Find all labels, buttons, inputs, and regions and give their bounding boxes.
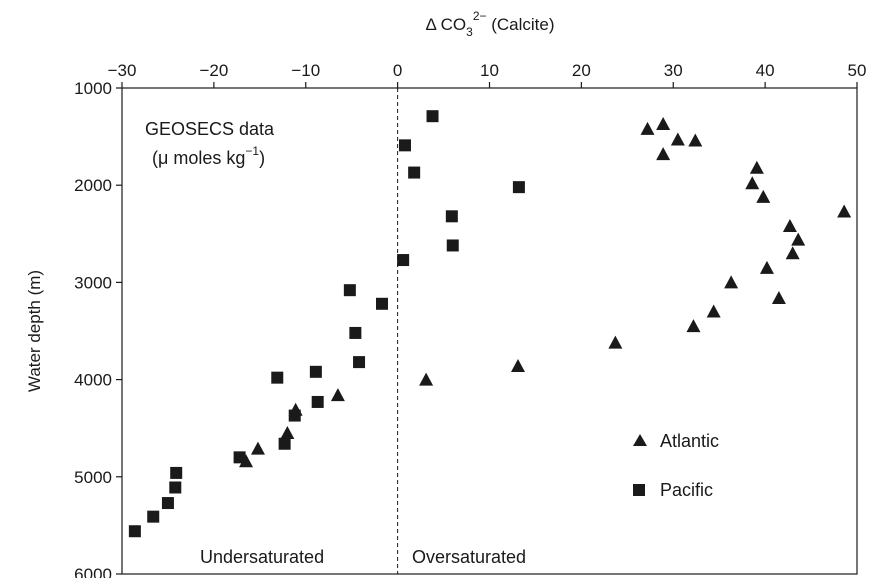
pacific-point — [147, 510, 160, 523]
atlantic-point — [759, 260, 774, 274]
annotation-units-superscript: −1 — [245, 144, 259, 158]
pacific-point — [376, 297, 389, 310]
pacific-point — [398, 139, 411, 152]
x-axis-title: Δ CO32− (Calcite) — [425, 9, 554, 39]
atlantic-point — [782, 219, 797, 233]
atlantic-point — [771, 290, 786, 304]
x-tick-label: 20 — [572, 61, 591, 80]
atlantic-point — [419, 372, 434, 386]
y-axis-title: Water depth (m) — [25, 270, 44, 392]
atlantic-point — [749, 160, 764, 174]
legend-atlantic-marker — [633, 434, 647, 446]
y-tick-label: 3000 — [74, 273, 112, 292]
atlantic-point — [656, 116, 671, 130]
legend-pacific-label: Pacific — [660, 480, 713, 500]
annotation-units-main: (μ moles kg — [152, 148, 245, 168]
pacific-point — [288, 409, 301, 422]
x-tick-label: 0 — [393, 61, 402, 80]
y-tick-label: 2000 — [74, 176, 112, 195]
annotation-dataset: GEOSECS data — [145, 119, 275, 139]
atlantic-point — [756, 189, 771, 203]
x-axis-title-tail: (Calcite) — [487, 15, 555, 34]
pacific-point — [311, 395, 324, 408]
region-label-undersaturated: Undersaturated — [200, 547, 324, 567]
pacific-point — [271, 371, 284, 384]
y-tick-label: 5000 — [74, 468, 112, 487]
x-tick-label: −10 — [291, 61, 320, 80]
pacific-point — [426, 110, 439, 123]
atlantic-point — [640, 121, 655, 135]
atlantic-point — [656, 147, 671, 161]
annotation-units: (μ moles kg−1) — [152, 144, 265, 168]
data-points — [128, 110, 852, 538]
pacific-point — [353, 356, 366, 369]
legend-atlantic-label: Atlantic — [660, 431, 719, 451]
atlantic-point — [791, 232, 806, 246]
x-axis-title-main: Δ CO — [425, 15, 466, 34]
x-tick-label: 40 — [756, 61, 775, 80]
atlantic-point — [250, 441, 265, 455]
atlantic-point — [706, 304, 721, 318]
x-tick-label: 50 — [848, 61, 867, 80]
x-axis-title-subscript: 3 — [466, 25, 473, 39]
pacific-point — [408, 166, 421, 179]
pacific-point — [169, 481, 182, 494]
pacific-point — [343, 284, 356, 297]
y-axis-ticks: 1000 2000 3000 4000 5000 6000 — [74, 79, 122, 578]
atlantic-point — [724, 275, 739, 289]
pacific-point — [446, 239, 459, 252]
legend-pacific-marker — [633, 484, 645, 496]
y-tick-label: 1000 — [74, 79, 112, 98]
pacific-point — [309, 365, 322, 378]
pacific-point — [170, 466, 183, 479]
x-tick-label: 30 — [664, 61, 683, 80]
pacific-point — [445, 210, 458, 223]
x-tick-label: −30 — [108, 61, 137, 80]
y-tick-label: 4000 — [74, 371, 112, 390]
atlantic-point — [745, 176, 760, 190]
pacific-point — [512, 181, 525, 194]
legend: Atlantic Pacific — [633, 431, 719, 500]
atlantic-point — [239, 454, 254, 468]
y-tick-label: 6000 — [74, 565, 112, 578]
pacific-point — [233, 451, 246, 464]
atlantic-point — [688, 133, 703, 147]
pacific-point — [349, 326, 362, 339]
pacific-point — [128, 525, 141, 538]
x-axis-ticks: −30 −20 −10 0 10 20 30 40 50 — [108, 61, 867, 88]
atlantic-point — [837, 204, 852, 218]
atlantic-point — [785, 246, 800, 260]
atlantic-point — [686, 319, 701, 333]
pacific-point — [278, 437, 291, 450]
atlantic-point — [280, 426, 295, 440]
atlantic-point — [330, 388, 345, 402]
x-tick-label: 10 — [480, 61, 499, 80]
atlantic-point — [670, 132, 685, 146]
x-tick-label: −20 — [199, 61, 228, 80]
pacific-point — [397, 254, 410, 267]
region-label-oversaturated: Oversaturated — [412, 547, 526, 567]
atlantic-point — [608, 335, 623, 349]
pacific-point — [161, 497, 174, 510]
x-axis-title-superscript: 2− — [473, 9, 487, 23]
annotation-units-close: ) — [259, 148, 265, 168]
atlantic-point — [510, 358, 525, 372]
